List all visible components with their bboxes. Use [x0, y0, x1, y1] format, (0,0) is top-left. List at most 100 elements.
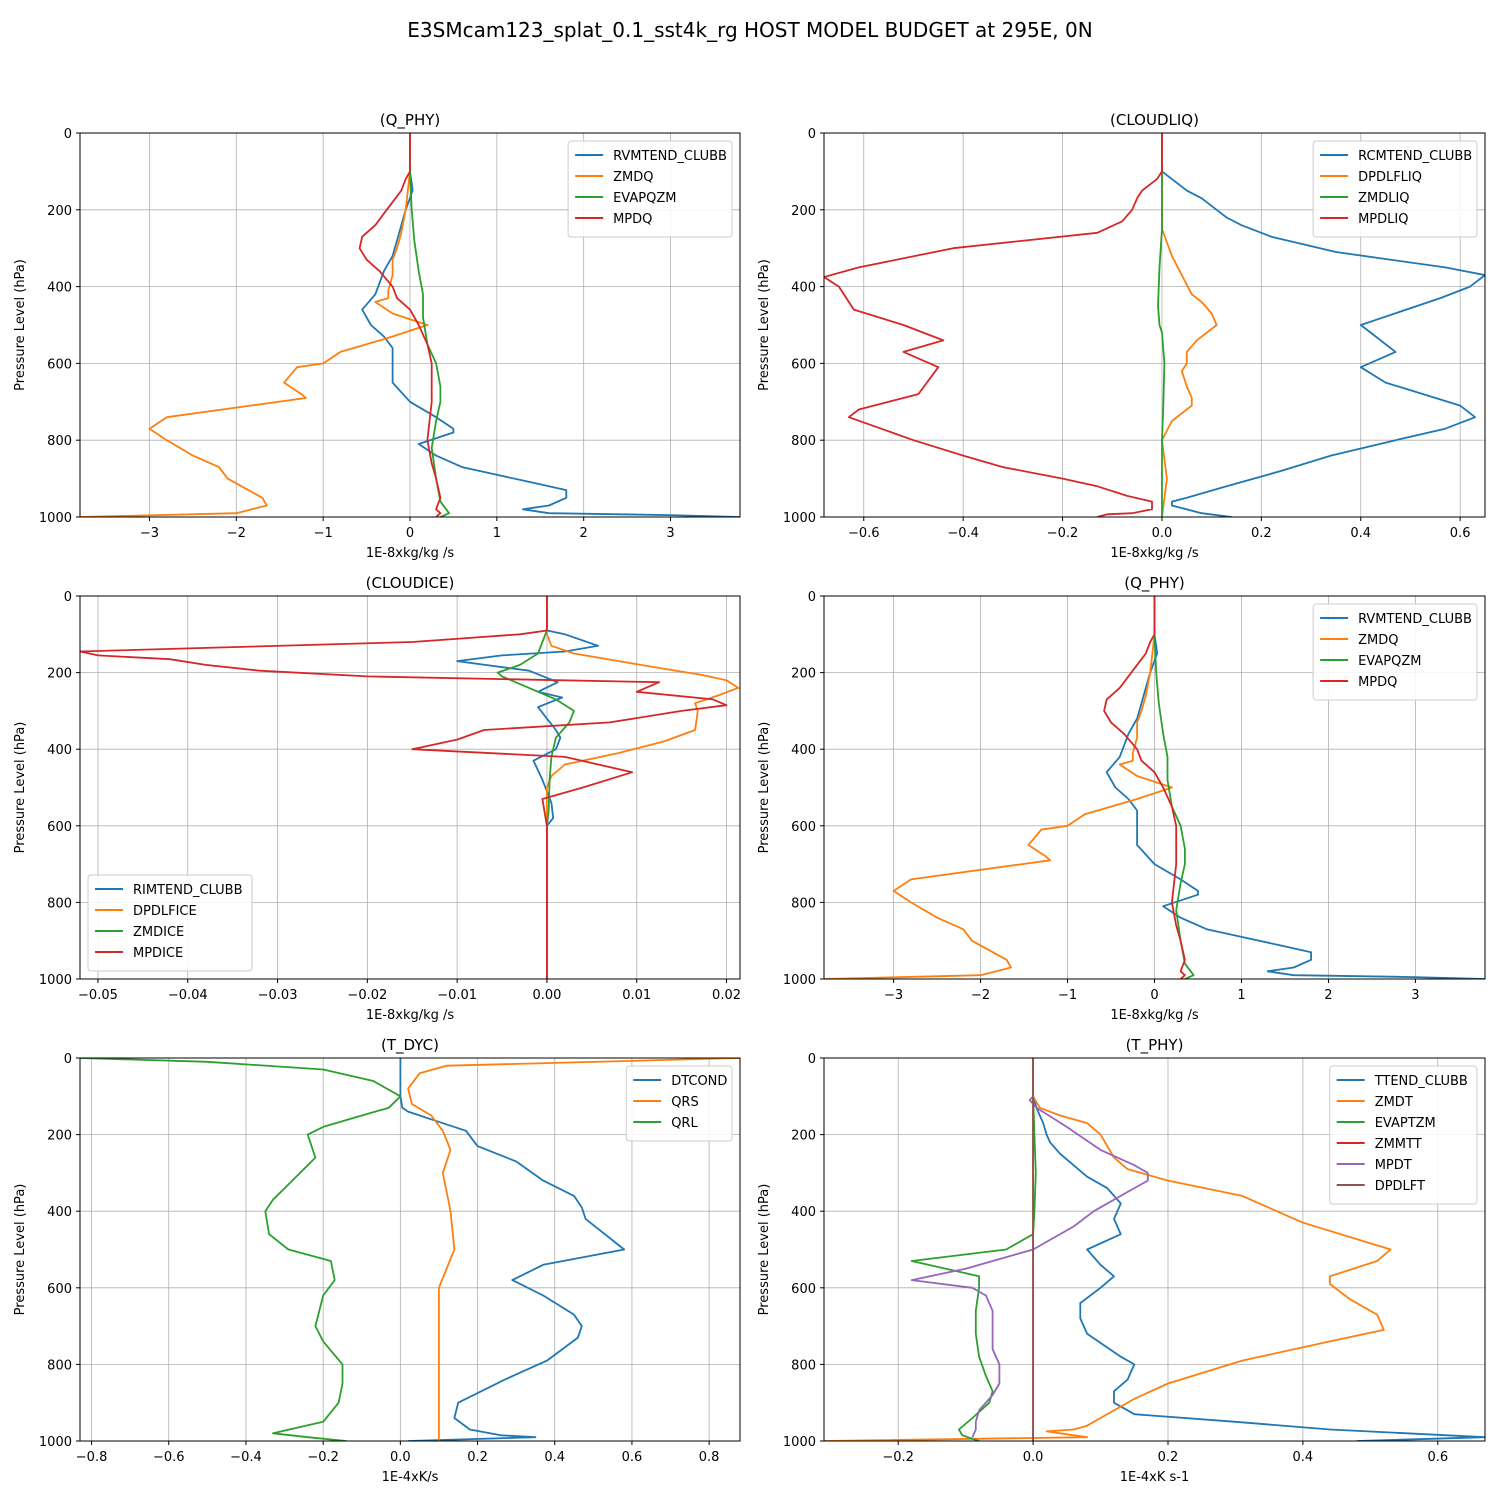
y-tick-label: 0	[64, 127, 72, 142]
series-lines	[824, 1058, 1485, 1441]
legend-label: ZMDT	[1375, 1095, 1413, 1110]
y-tick-label: 400	[791, 1205, 816, 1220]
legend-label: QRS	[671, 1095, 699, 1110]
x-tick-label: 0.8	[699, 1450, 720, 1465]
legend-label: ZMDICE	[133, 925, 184, 940]
legend: RVMTEND_CLUBB ZMDQ EVAPQZM MPDQ	[567, 140, 733, 238]
series-line-dpdlfliq	[1161, 133, 1218, 517]
series-line-qrs	[407, 1058, 740, 1441]
y-tick-label: 600	[47, 820, 72, 835]
legend-label: ZMDLIQ	[1358, 191, 1409, 206]
y-tick-label: 600	[791, 820, 816, 835]
y-tick-label: 600	[791, 1282, 816, 1297]
y-axis-label: Pressure Level (hPa)	[13, 1184, 28, 1316]
y-axis-label: Pressure Level (hPa)	[13, 722, 28, 854]
x-tick-label: −0.03	[258, 988, 298, 1003]
x-tick-label: 3	[1411, 988, 1419, 1003]
x-tick-label: −1	[1058, 988, 1077, 1003]
legend-label: DPDLFLIQ	[1358, 170, 1422, 185]
x-axis-label: 1E-8xkg/kg /s	[366, 546, 455, 561]
x-tick-label: −0.8	[76, 1450, 108, 1465]
x-tick-label: 0	[406, 526, 414, 541]
x-tick-label: −0.4	[230, 1450, 262, 1465]
legend-box	[87, 874, 253, 972]
series-line-mpdliq	[824, 133, 1163, 517]
y-tick-label: 800	[47, 896, 72, 911]
chart-panel-5: −0.8 −0.6 −0.4 −0.2 0.0 0.2 0.4 0.6 0.8 0 200 400 60…	[13, 1036, 741, 1485]
legend-label: ZMDQ	[613, 170, 653, 185]
panel-title: (Q_PHY)	[380, 111, 441, 130]
x-tick-label: 2	[580, 526, 588, 541]
legend-label: RVMTEND_CLUBB	[613, 149, 727, 164]
x-axis-label: 1E-4xK/s	[382, 1470, 439, 1485]
x-tick-label: 0.0	[1152, 526, 1173, 541]
legend-label: EVAPTZM	[1375, 1116, 1436, 1131]
x-axis-label: 1E-8xkg/kg /s	[1110, 546, 1199, 561]
series-lines	[824, 133, 1485, 517]
legend-label: ZMDQ	[1358, 633, 1398, 648]
y-tick-label: 0	[808, 127, 816, 142]
y-tick-label: 800	[791, 896, 816, 911]
legend-label: MPDICE	[133, 946, 183, 961]
y-tick-label: 200	[47, 204, 72, 219]
y-tick-label: 600	[47, 1282, 72, 1297]
x-tick-label: 0.2	[1158, 1450, 1179, 1465]
legend-label: MPDQ	[613, 212, 652, 227]
x-tick-label: 0.4	[1293, 1450, 1314, 1465]
x-tick-label: 0.6	[1450, 526, 1471, 541]
y-tick-label: 200	[47, 667, 72, 682]
legend-box	[1312, 140, 1478, 238]
legend-label: RCMTEND_CLUBB	[1358, 149, 1472, 164]
y-tick-label: 0	[64, 1052, 72, 1067]
series-line-zmdice	[496, 596, 575, 979]
y-tick-label: 200	[791, 1129, 816, 1144]
axes-frame	[79, 595, 741, 980]
x-tick-label: 0.6	[622, 1450, 643, 1465]
y-tick-label: 1000	[39, 511, 72, 526]
panel-title: (T_DYC)	[381, 1036, 439, 1055]
x-tick-label: 0.4	[544, 1450, 565, 1465]
figure-title: E3SMcam123_splat_0.1_sst4k_rg HOST MODEL…	[407, 18, 1092, 42]
series-line-mpdq	[358, 133, 442, 517]
panel-grid: −3 −2 −1 0 1 2 302004006008001000(Q_PHY)1E-8xk…	[13, 111, 1486, 1485]
legend-label: EVAPQZM	[1358, 654, 1421, 669]
x-tick-label: 0.02	[712, 988, 741, 1003]
y-tick-label: 400	[791, 281, 816, 296]
x-tick-label: −0.2	[882, 1450, 914, 1465]
chart-panel-4: −3 −2 −1 0 1 2 3 0 200 400 600 800 1000 (Q_PHY) 1E-8xk…	[757, 574, 1486, 1023]
x-tick-label: 0	[1150, 988, 1158, 1003]
y-tick-label: 400	[47, 1205, 72, 1220]
series-line-zmdliq	[1157, 133, 1166, 517]
x-axis-label: 1E-4xK s-1	[1120, 1470, 1190, 1485]
axes-frame	[823, 132, 1486, 518]
x-tick-label: 0.0	[1023, 1450, 1044, 1465]
series-line-mpdice	[80, 596, 728, 979]
y-tick-label: 600	[791, 357, 816, 372]
y-tick-label: 0	[64, 590, 72, 605]
x-tick-label: −0.2	[1047, 526, 1079, 541]
y-tick-label: 1000	[783, 973, 816, 988]
panel-title: (Q_PHY)	[1124, 574, 1185, 593]
legend-box	[1312, 603, 1478, 701]
y-axis-label: Pressure Level (hPa)	[757, 1184, 772, 1316]
x-tick-label: 2	[1324, 988, 1332, 1003]
y-tick-label: 800	[791, 434, 816, 449]
x-axis-label: 1E-8xkg/kg /s	[366, 1008, 455, 1023]
axes-frame	[79, 1057, 741, 1442]
y-tick-label: 1000	[39, 1435, 72, 1450]
x-tick-label: 0.2	[1251, 526, 1272, 541]
x-tick-label: −0.02	[347, 988, 387, 1003]
series-line-rcmtend_clubb	[1161, 133, 1485, 517]
x-tick-label: 1	[1237, 988, 1245, 1003]
series-line-zmdq	[824, 596, 1173, 979]
x-tick-label: −0.01	[437, 988, 477, 1003]
legend: DTCOND QRS QRL	[625, 1065, 733, 1142]
chart-panel-1: −3 −2 −1 0 1 2 3 0 200 400 600 800 1000 (Q_PHY) 1E-8xk…	[13, 111, 741, 561]
legend-label: DTCOND	[671, 1074, 727, 1089]
y-tick-label: 800	[791, 1358, 816, 1373]
legend-label: MPDLIQ	[1358, 212, 1408, 227]
x-tick-label: −0.05	[78, 988, 118, 1003]
y-tick-label: 1000	[39, 973, 72, 988]
series-line-mpdt	[910, 1058, 1149, 1438]
x-tick-label: −0.4	[947, 526, 979, 541]
